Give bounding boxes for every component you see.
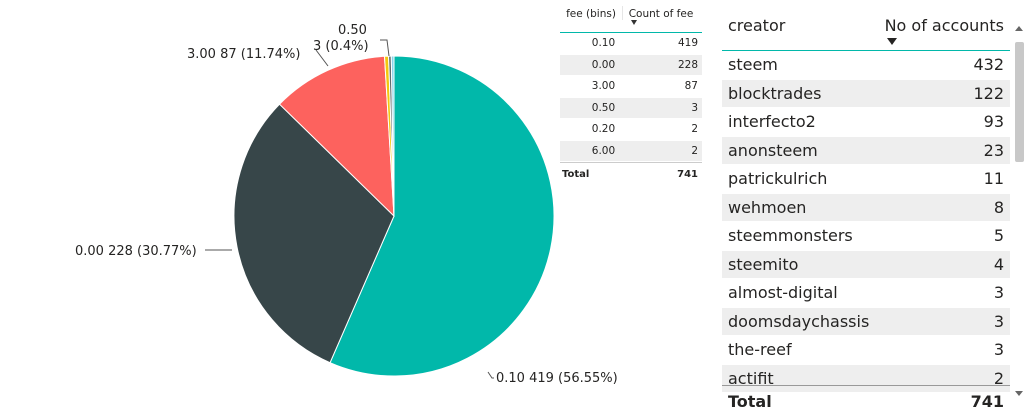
creator-accounts-table: creator No of accounts steem 432 blocktrad… (722, 6, 1010, 411)
fee-count-cell: 3 (691, 101, 698, 114)
creator-name-cell: steemmonsters (728, 226, 853, 246)
pie-slice-3-00[interactable] (278, 55, 395, 218)
table-row[interactable]: steem 432 (722, 51, 1010, 80)
fee-count-cell: 419 (677, 37, 698, 50)
fee-count-cell: 228 (677, 58, 698, 71)
fee-bin-cell: 0.20 (591, 123, 616, 136)
table-row[interactable]: steemmonsters 5 (722, 222, 1010, 251)
leader-line (487, 371, 494, 379)
table-row[interactable]: steemito 4 (722, 250, 1010, 279)
account-count-cell: 3 (993, 340, 1004, 360)
table-row[interactable]: patrickulrich 11 (722, 165, 1010, 194)
slice-label-0-50-category: 0.50 (338, 23, 367, 38)
creator-name-cell: patrickulrich (728, 169, 828, 189)
leader-line (315, 49, 329, 67)
chevron-up-icon[interactable] (1015, 26, 1023, 31)
account-count-cell: 432 (973, 55, 1004, 75)
sort-descending-icon (631, 20, 637, 25)
table-row[interactable]: interfecto2 93 (722, 108, 1010, 137)
fee-table-header: fee (bins) Count of fee (560, 6, 702, 33)
creator-name-cell: almost-digital (728, 283, 838, 303)
fee-bin-cell: 0.50 (591, 101, 616, 114)
no-of-accounts-header[interactable]: No of accounts (868, 6, 1010, 50)
fee-total-value: 741 (677, 168, 698, 180)
table-row[interactable]: 0.50 3 (560, 97, 702, 119)
creator-table-scrollbar[interactable] (1014, 22, 1028, 400)
account-count-cell: 122 (973, 83, 1004, 103)
creator-header[interactable]: creator (728, 16, 786, 35)
fee-bins-table: fee (bins) Count of fee 0.10 419 0.00 228 3.… (560, 6, 702, 185)
count-of-fee-header-label: Count of fee (628, 8, 694, 20)
no-of-accounts-header-label: No of accounts (884, 16, 1004, 35)
creator-table-total-row: Total 741 (722, 385, 1010, 416)
table-row[interactable]: 6.00 2 (560, 140, 702, 162)
slice-label-0-00: 0.00 228 (30.77%) (75, 244, 197, 259)
slice-label-0-10: 0.10 419 (56.55%) (496, 371, 618, 386)
creator-name-cell: the-reef (728, 340, 792, 360)
fee-bin-cell: 6.00 (591, 144, 616, 157)
fee-bin-cell: 3.00 (591, 80, 616, 93)
account-count-cell: 4 (993, 254, 1004, 274)
account-count-cell: 3 (993, 283, 1004, 303)
pie-slice-0-10[interactable] (329, 55, 555, 377)
slice-label-3-00: 3.00 87 (11.74%) (187, 47, 300, 62)
fee-total-label: Total (562, 168, 590, 180)
table-row[interactable]: actifit 2 (722, 364, 1010, 393)
fee-count-cell: 2 (691, 123, 698, 136)
pie-chart[interactable]: 0.10 419 (56.55%) 0.00 228 (30.77%) 3.00… (0, 0, 700, 417)
leader-line (380, 39, 390, 57)
table-row[interactable]: almost-digital 3 (722, 279, 1010, 308)
fee-bin-cell: 0.00 (591, 58, 616, 71)
creator-name-cell: actifit (728, 368, 774, 388)
account-count-cell: 8 (993, 197, 1004, 217)
fee-bin-cell: 0.10 (591, 37, 616, 50)
fee-count-cell: 87 (684, 80, 698, 93)
account-count-cell: 93 (983, 112, 1004, 132)
creator-table-header: creator No of accounts (722, 6, 1010, 51)
table-row[interactable]: doomsdaychassis 3 (722, 307, 1010, 336)
account-count-cell: 3 (993, 311, 1004, 331)
fee-bins-header[interactable]: fee (bins) (560, 6, 623, 20)
creator-name-cell: blocktrades (728, 83, 822, 103)
creator-name-cell: wehmoen (728, 197, 807, 217)
table-row[interactable]: 0.00 228 (560, 54, 702, 76)
slice-label-0-50-value: 3 (0.4%) (313, 39, 369, 54)
table-row[interactable]: 0.10 419 (560, 33, 702, 55)
account-count-cell: 23 (983, 140, 1004, 160)
creator-name-cell: doomsdaychassis (728, 311, 870, 331)
creator-name-cell: interfecto2 (728, 112, 816, 132)
scrollbar-thumb[interactable] (1015, 42, 1024, 162)
creator-name-cell: steemito (728, 254, 799, 274)
fee-table-total-row: Total 741 (560, 162, 702, 185)
pie-slice-6-00[interactable] (390, 55, 395, 217)
count-of-fee-header[interactable]: Count of fee (623, 6, 699, 25)
sort-descending-icon (887, 38, 897, 45)
table-row[interactable]: 0.20 2 (560, 119, 702, 141)
table-row[interactable]: wehmoen 8 (722, 193, 1010, 222)
table-row[interactable]: blocktrades 122 (722, 79, 1010, 108)
pie-slice-0-00[interactable] (233, 103, 395, 364)
fee-count-cell: 2 (691, 144, 698, 157)
account-count-cell: 2 (993, 368, 1004, 388)
chevron-down-icon[interactable] (1015, 391, 1023, 396)
table-row[interactable]: anonsteem 23 (722, 136, 1010, 165)
creator-total-label: Total (728, 391, 772, 411)
account-count-cell: 11 (983, 169, 1004, 189)
creator-name-cell: steem (728, 55, 778, 75)
account-count-cell: 5 (993, 226, 1004, 246)
creator-total-value: 741 (970, 391, 1004, 411)
creator-name-cell: anonsteem (728, 140, 818, 160)
table-row[interactable]: 3.00 87 (560, 76, 702, 98)
table-row[interactable]: the-reef 3 (722, 336, 1010, 365)
